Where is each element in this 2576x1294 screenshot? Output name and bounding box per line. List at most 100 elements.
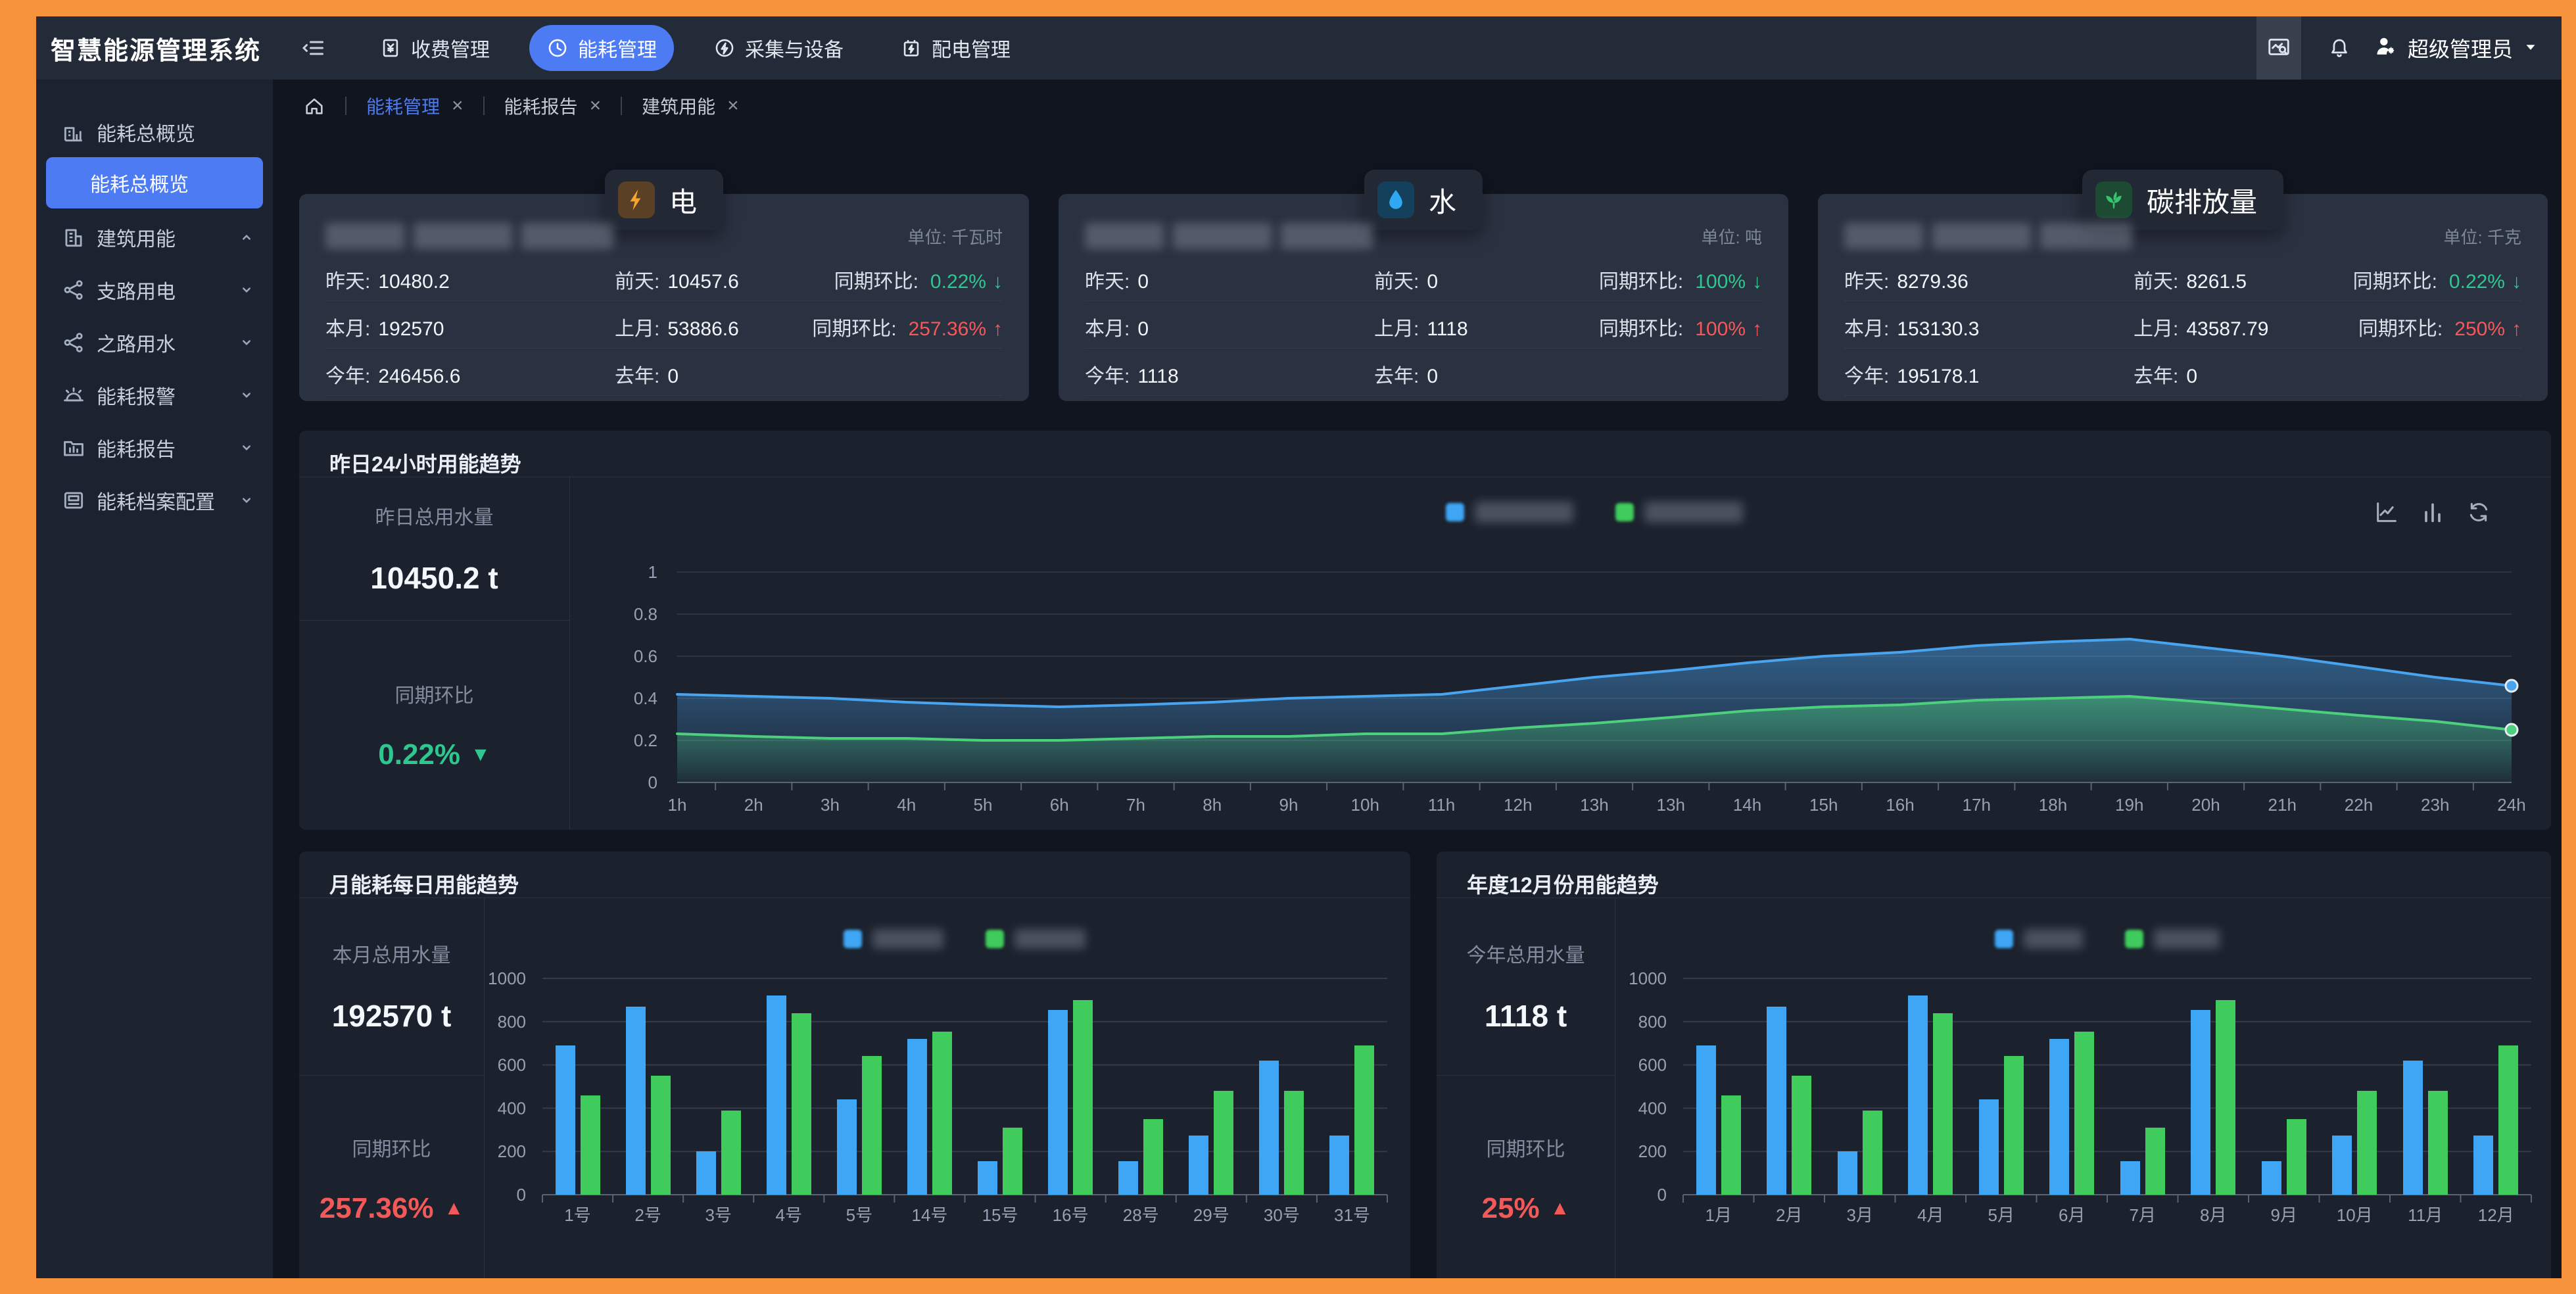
svg-text:15号: 15号 (982, 1205, 1018, 1225)
svg-text:600: 600 (498, 1055, 526, 1075)
svg-text:10h: 10h (1351, 795, 1379, 815)
sidebar-item-energy-report[interactable]: 能耗报告 (36, 421, 273, 474)
monitor-search-button[interactable] (2256, 16, 2301, 80)
section-title: 年度12月份用能趋势 (1467, 873, 1659, 897)
line-chart-icon[interactable] (2373, 499, 2400, 525)
nav-item-devices[interactable]: 采集与设备 (696, 25, 861, 71)
tab-building-energy[interactable]: 建筑用能 × (642, 93, 739, 119)
svg-text:7h: 7h (1126, 795, 1145, 815)
summary-ratio: 同期环比 25% ▲ (1437, 1076, 1615, 1278)
bar-chart-icon[interactable] (2420, 499, 2446, 525)
svg-text:4月: 4月 (1917, 1205, 1944, 1225)
chart-legend[interactable] (1995, 929, 2220, 949)
section-daily-trend: 月能耗每日用能趋势 本月总用水量 192570 t 同期环比 257.36% ▲ … (299, 851, 1410, 1278)
home-icon[interactable] (303, 95, 325, 117)
section-monthly-trend: 年度12月份用能趋势 今年总用水量 1118 t 同期环比 25% ▲ 0 200 4… (1437, 851, 2551, 1278)
summary-label: 同期环比 (1486, 1139, 1565, 1161)
stat-this-year: 今年: 246456.6 (325, 366, 461, 387)
tab-separator (621, 97, 623, 115)
summary-label: 同期环比 (352, 1139, 431, 1161)
legend-item-blue[interactable] (1995, 929, 2083, 949)
legend-item-green[interactable] (1615, 502, 1743, 523)
sidebar-group-energy-overview[interactable]: 能耗总概览 (36, 106, 273, 158)
svg-text:17h: 17h (1963, 795, 1991, 815)
unit-label: 单位: 千克 (2443, 227, 2521, 247)
close-icon[interactable]: × (589, 95, 602, 116)
sidebar-item-branch-water[interactable]: 之路用水 (36, 316, 273, 369)
divider (1437, 1075, 1615, 1076)
sidebar-item-energy-overview[interactable]: 能耗总概览 (46, 157, 263, 208)
archive-card-icon (61, 488, 86, 513)
svg-text:12月: 12月 (2478, 1205, 2514, 1225)
svg-text:0.2: 0.2 (634, 731, 657, 750)
legend-item-green[interactable] (986, 929, 1085, 949)
app-title: 智慧能源管理系统 (51, 37, 262, 65)
tab-energy-management[interactable]: 能耗管理 × (366, 93, 464, 119)
summary-trend: 25% ▲ (1481, 1192, 1570, 1224)
divider (1844, 300, 2521, 301)
svg-text:200: 200 (1638, 1141, 1667, 1161)
tab-energy-report[interactable]: 能耗报告 × (504, 93, 602, 119)
app-window: 智慧能源管理系统 收费管理 能耗管理 采集与设备 配电管理 (36, 16, 2562, 1278)
stat-card-water: 水 单位: 吨 昨天: 0 前天: 0 同期环比: 100% ↓ 本月: 0 上月: 111… (1059, 170, 1788, 401)
svg-text:1号: 1号 (564, 1205, 590, 1225)
svg-text:400: 400 (498, 1098, 526, 1118)
svg-text:16h: 16h (1886, 795, 1914, 815)
close-icon[interactable]: × (727, 95, 739, 116)
stat-day-before: 前天: 8261.5 (2134, 271, 2247, 293)
nav-item-billing[interactable]: 收费管理 (362, 25, 507, 71)
bolt-icon (617, 181, 655, 218)
user-menu[interactable]: 超级管理员 (2373, 33, 2539, 63)
summary-trend: 257.36% ▲ (319, 1192, 464, 1224)
stat-last-year: 去年: 0 (1374, 366, 1439, 387)
legend-item-blue[interactable] (1446, 502, 1573, 523)
sidebar: 能耗总概览 能耗总概览 建筑用能 支路用电 之路用水 能耗报警 能耗报告 (36, 80, 273, 1278)
stat-period-ratio: 同期环比: 250% ↑ (2358, 318, 2521, 340)
summary-panel: 昨日总用水量 10450.2 t 同期环比 0.22% ▼ (299, 477, 570, 830)
svg-text:23h: 23h (2421, 795, 2449, 815)
nav-item-energy[interactable]: 能耗管理 (529, 25, 675, 71)
svg-text:0: 0 (648, 773, 657, 792)
water-drop-icon (1377, 181, 1414, 218)
card-header: 单位: 千克 (1844, 223, 2521, 249)
tab-separator (483, 97, 485, 115)
chevron-down-icon (237, 333, 256, 352)
bell-icon[interactable] (2327, 36, 2351, 60)
sidebar-item-building-energy[interactable]: 建筑用能 (36, 211, 273, 264)
summary-label: 昨日总用水量 (375, 507, 494, 529)
tab-label: 能耗报告 (504, 97, 578, 117)
chart-legend[interactable] (1446, 502, 1743, 523)
sidebar-item-branch-electricity[interactable]: 支路用电 (36, 264, 273, 316)
sidebar-collapse-icon[interactable] (302, 36, 325, 60)
svg-text:4h: 4h (897, 795, 916, 815)
svg-text:13h: 13h (1657, 795, 1685, 815)
sidebar-item-energy-alarm[interactable]: 能耗报警 (36, 369, 273, 421)
tab-label: 能耗管理 (366, 97, 441, 117)
restore-icon[interactable] (2466, 499, 2492, 525)
chart-building-icon (61, 120, 86, 145)
stat-this-month: 本月: 192570 (325, 318, 444, 340)
sidebar-item-energy-archive-config[interactable]: 能耗档案配置 (36, 474, 273, 527)
svg-text:29号: 29号 (1193, 1205, 1229, 1225)
svg-text:18h: 18h (2039, 795, 2067, 815)
main-content: 电 单位: 千瓦时 昨天: 10480.2 前天: 10457.6 同期环比: 0.2… (273, 132, 2562, 1278)
svg-text:2h: 2h (744, 795, 763, 815)
card-badge: 碳排放量 (2082, 170, 2284, 230)
stat-period-ratio: 同期环比: 0.22% ↓ (834, 271, 1003, 293)
svg-text:2号: 2号 (634, 1205, 661, 1225)
nav-item-power-distribution[interactable]: 配电管理 (883, 25, 1028, 71)
legend-item-blue[interactable] (844, 929, 943, 949)
branch-share-icon (61, 330, 86, 355)
svg-text:1月: 1月 (1705, 1205, 1732, 1225)
summary-trend: 0.22% ▼ (378, 738, 490, 771)
card-badge-label: 碳排放量 (2146, 186, 2258, 218)
building-icon (61, 225, 86, 250)
stat-this-month: 本月: 153130.3 (1844, 318, 1980, 340)
close-icon[interactable]: × (452, 95, 464, 116)
svg-text:800: 800 (498, 1012, 526, 1032)
svg-text:11月: 11月 (2408, 1205, 2443, 1225)
summary-label: 同期环比 (394, 685, 474, 707)
legend-item-green[interactable] (2125, 929, 2220, 949)
chart-legend[interactable] (844, 929, 1085, 949)
card-header: 单位: 吨 (1085, 223, 1762, 249)
